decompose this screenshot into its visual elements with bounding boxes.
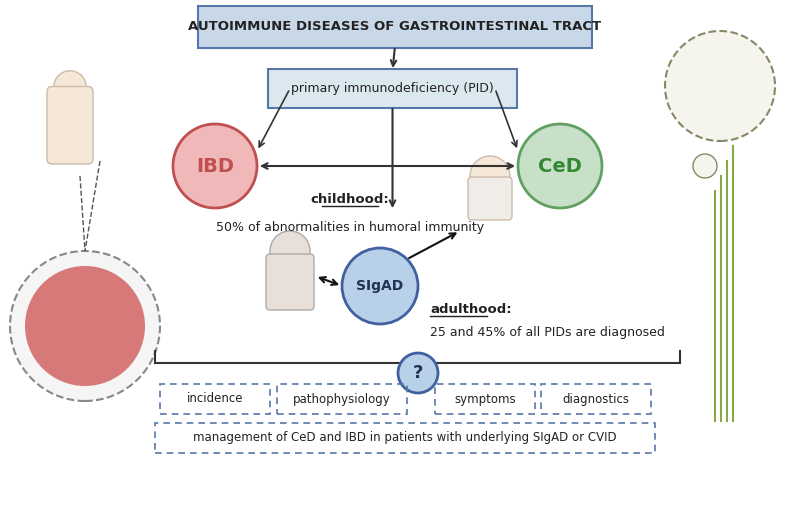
- FancyBboxPatch shape: [198, 6, 592, 48]
- FancyBboxPatch shape: [47, 86, 93, 164]
- Circle shape: [342, 248, 418, 324]
- Text: AUTOIMMUNE DISEASES OF GASTROINTESTINAL TRACT: AUTOIMMUNE DISEASES OF GASTROINTESTINAL …: [189, 20, 602, 33]
- Circle shape: [518, 124, 602, 208]
- Text: diagnostics: diagnostics: [562, 392, 630, 405]
- Text: SIgAD: SIgAD: [356, 279, 404, 293]
- Text: symptoms: symptoms: [454, 392, 516, 405]
- Circle shape: [10, 251, 160, 401]
- Circle shape: [270, 231, 310, 271]
- Circle shape: [25, 266, 145, 386]
- Text: childhood:: childhood:: [310, 193, 390, 206]
- Text: primary immunodeficiency (PID): primary immunodeficiency (PID): [291, 82, 494, 95]
- FancyBboxPatch shape: [266, 254, 314, 310]
- Text: ?: ?: [413, 364, 423, 382]
- Text: 25 and 45% of all PIDs are diagnosed: 25 and 45% of all PIDs are diagnosed: [430, 326, 665, 339]
- Circle shape: [173, 124, 257, 208]
- Text: CeD: CeD: [538, 156, 582, 176]
- FancyBboxPatch shape: [268, 69, 517, 108]
- Text: management of CeD and IBD in patients with underlying SIgAD or CVID: management of CeD and IBD in patients wi…: [193, 431, 617, 444]
- Circle shape: [665, 31, 775, 141]
- FancyBboxPatch shape: [468, 177, 512, 220]
- Circle shape: [470, 156, 510, 196]
- Text: incidence: incidence: [186, 392, 243, 405]
- Text: pathophysiology: pathophysiology: [293, 392, 391, 405]
- Text: adulthood:: adulthood:: [430, 303, 512, 316]
- Text: IBD: IBD: [196, 156, 234, 176]
- Circle shape: [54, 71, 86, 103]
- Circle shape: [693, 154, 717, 178]
- Circle shape: [398, 353, 438, 393]
- Text: 50% of abnormalities in humoral immunity: 50% of abnormalities in humoral immunity: [216, 221, 484, 234]
